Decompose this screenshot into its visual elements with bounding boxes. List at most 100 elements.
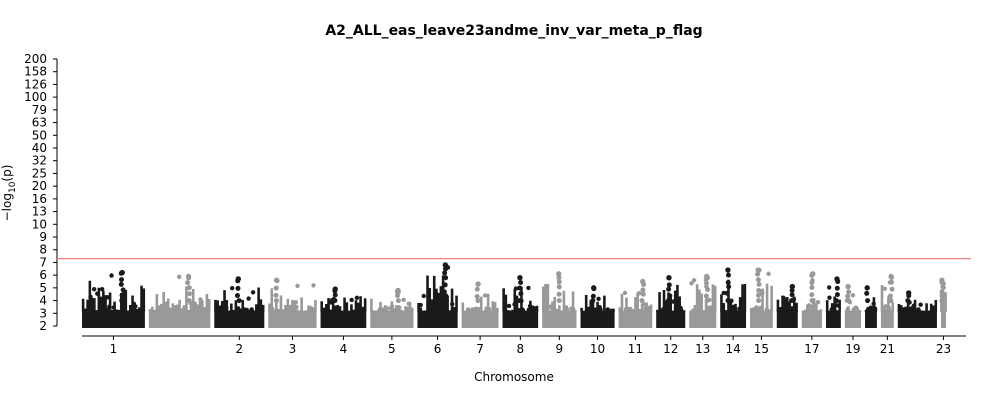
peak-point	[474, 286, 480, 292]
snp-point	[918, 302, 923, 307]
fringe	[272, 309, 276, 312]
y-tick-label: 50	[32, 128, 47, 142]
fringe	[620, 293, 624, 312]
fringe	[151, 306, 154, 312]
peak-point	[442, 282, 448, 288]
fringe	[609, 308, 613, 312]
fringe	[647, 305, 651, 312]
peak-point	[725, 280, 731, 286]
dense-band	[542, 310, 577, 328]
dense-band	[940, 310, 946, 328]
fringe	[884, 308, 888, 312]
peak-top	[442, 262, 449, 268]
peak-point	[118, 281, 124, 287]
fringe	[781, 295, 784, 312]
fringe	[430, 299, 434, 312]
fringe	[664, 300, 668, 312]
y-tick-label: 2	[39, 319, 47, 333]
x-tick-label: 4	[340, 342, 348, 356]
snp-point	[224, 305, 229, 311]
y-tick-label: 7	[39, 255, 47, 269]
snp-point	[853, 305, 859, 310]
fringe	[124, 289, 128, 312]
fringe	[363, 298, 367, 312]
fringe	[724, 310, 728, 312]
fringe	[198, 300, 202, 312]
chromosome-17-points	[776, 283, 798, 328]
peak-point	[517, 298, 523, 304]
fringe	[277, 308, 280, 312]
chromosome-21-points	[864, 285, 878, 328]
fringe	[245, 307, 249, 312]
x-tick-label: 17	[804, 342, 819, 356]
snp-point	[477, 307, 482, 312]
fringe	[153, 309, 156, 312]
fringe	[858, 310, 862, 312]
fringe	[207, 298, 211, 312]
peak-top	[939, 277, 945, 283]
y-tick-label: 79	[32, 103, 47, 117]
peak-top	[395, 287, 401, 294]
peak-point	[889, 286, 895, 292]
peak-top	[273, 277, 280, 283]
peak-top	[235, 276, 241, 282]
fringe	[275, 298, 278, 312]
y-tick-label: 3	[39, 306, 47, 320]
fringe	[638, 308, 642, 312]
data-points	[81, 262, 947, 328]
fringe	[216, 300, 219, 312]
y-tick-label: 25	[32, 166, 47, 180]
fringe	[84, 308, 87, 312]
fringe	[506, 310, 510, 312]
fringe	[649, 304, 653, 312]
y-tick-label: 20	[32, 179, 47, 193]
peak-point	[666, 286, 672, 292]
snp-point	[465, 307, 471, 312]
chromosome-12-points	[618, 278, 653, 328]
chromosome-24-points	[939, 277, 947, 328]
fringe	[461, 302, 465, 312]
snp-point	[408, 307, 414, 312]
y-tick-label: 63	[32, 116, 47, 130]
x-tick-label: 21	[880, 342, 895, 356]
fringe	[548, 310, 552, 312]
fringe	[327, 298, 330, 312]
snp-point	[815, 299, 821, 305]
peak-point	[939, 293, 945, 299]
peak-point	[756, 287, 762, 293]
fringe	[448, 310, 452, 312]
y-tick-label: 13	[32, 205, 47, 219]
dense-band	[689, 310, 717, 328]
fringe	[763, 310, 767, 312]
chromosome-10-points	[541, 271, 577, 328]
fringe	[922, 310, 926, 312]
fringe	[259, 299, 263, 312]
fringe	[493, 301, 497, 312]
snp-point	[872, 305, 877, 311]
peak-point	[119, 292, 125, 298]
fringe	[698, 289, 701, 312]
snp-point	[105, 295, 110, 300]
fringe	[544, 283, 547, 312]
fringe	[291, 300, 294, 312]
fringe	[835, 310, 839, 312]
y-tick-label: 158	[24, 65, 47, 79]
fringe	[622, 310, 626, 312]
fringe	[929, 303, 933, 312]
fringe	[743, 283, 747, 312]
peak-point	[905, 298, 911, 304]
fringe	[314, 299, 317, 312]
peak-point	[845, 293, 851, 299]
fringe	[582, 310, 586, 312]
snp-point	[909, 306, 914, 311]
peak-top	[834, 276, 840, 282]
snp-point	[246, 296, 251, 301]
fringe	[817, 310, 820, 312]
x-axis: 1 2 3 4 5 6 7 8 9 10 11 12 13 14 15 17 19 21 23	[82, 335, 966, 356]
snp-point	[109, 273, 114, 278]
fringe	[795, 302, 798, 312]
snp-point	[406, 301, 411, 306]
peak-point	[186, 285, 192, 291]
fringe	[504, 294, 508, 312]
